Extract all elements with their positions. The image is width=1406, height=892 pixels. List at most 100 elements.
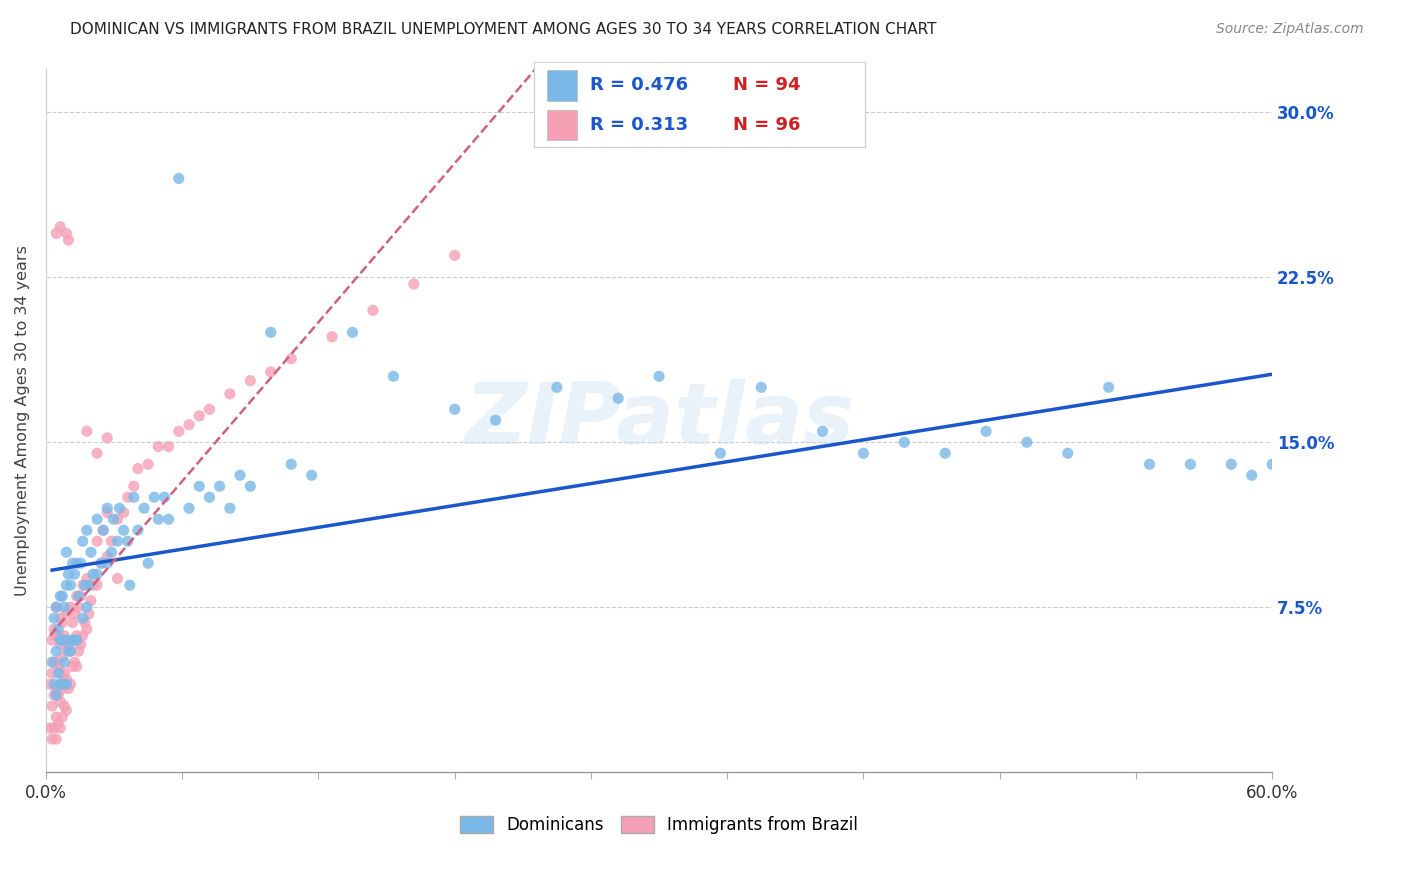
Point [45,732,67,747]
Point [100,545,122,559]
Point [49,695,72,709]
Point [402,277,425,291]
Point [67,589,90,603]
Point [53,655,76,669]
Point [51,681,73,696]
Point [198,402,221,417]
Point [136,457,159,471]
Point [65,633,87,648]
Point [107,534,129,549]
Point [44,622,66,636]
Point [90,556,112,570]
Point [301,468,323,483]
Point [1098,380,1121,394]
Point [55,633,77,648]
Point [82,567,104,582]
Point [103,512,125,526]
Point [198,490,221,504]
Point [260,365,283,379]
Point [45,710,67,724]
Point [55,578,77,592]
Point [260,326,283,340]
Point [280,351,302,366]
Point [1180,457,1202,471]
Point [484,413,506,427]
Point [45,681,67,696]
Point [148,512,170,526]
Point [39,721,62,735]
Point [77,578,100,592]
Point [1139,457,1161,471]
Point [65,629,87,643]
Point [63,655,86,669]
Point [45,655,67,669]
Point [76,424,98,438]
Point [67,644,90,658]
Point [72,578,94,592]
Text: R = 0.313: R = 0.313 [591,116,689,134]
Point [58,644,80,658]
Point [49,677,72,691]
Point [76,523,98,537]
Point [55,642,77,657]
Point [80,545,103,559]
Point [361,303,384,318]
Point [46,659,69,673]
Point [117,490,139,504]
Point [112,523,135,537]
Point [80,593,103,607]
Point [44,611,66,625]
Point [893,435,915,450]
Point [648,369,671,384]
Point [153,490,176,504]
Point [65,589,87,603]
Text: Source: ZipAtlas.com: Source: ZipAtlas.com [1216,22,1364,37]
Point [46,629,69,643]
Point [108,501,131,516]
Point [62,633,84,648]
Point [167,171,190,186]
Point [86,512,108,526]
Point [49,666,72,681]
Point [82,578,104,592]
Point [51,589,73,603]
Point [62,615,84,630]
Point [62,659,84,673]
Point [44,721,66,735]
FancyBboxPatch shape [547,110,578,140]
Point [1056,446,1078,460]
Point [44,688,66,702]
Point [76,600,98,615]
Point [41,655,63,669]
Point [112,506,135,520]
Point [96,549,118,564]
Point [49,219,72,234]
Point [55,704,77,718]
Point [65,556,87,570]
Point [239,374,262,388]
Point [100,534,122,549]
Point [59,644,82,658]
Text: R = 0.476: R = 0.476 [591,77,689,95]
Point [974,424,997,438]
Point [177,501,200,516]
Point [59,677,82,691]
Point [45,227,67,241]
Point [127,461,149,475]
Point [208,479,231,493]
Point [63,633,86,648]
Point [91,523,114,537]
Point [63,607,86,621]
Point [86,534,108,549]
Point [46,688,69,702]
Point [45,600,67,615]
Point [107,572,129,586]
Point [96,431,118,445]
Point [45,600,67,615]
Point [167,424,190,438]
Point [157,512,180,526]
Point [122,490,145,504]
Text: ZIPatlas: ZIPatlas [464,379,855,462]
Point [280,457,302,471]
Point [177,417,200,432]
